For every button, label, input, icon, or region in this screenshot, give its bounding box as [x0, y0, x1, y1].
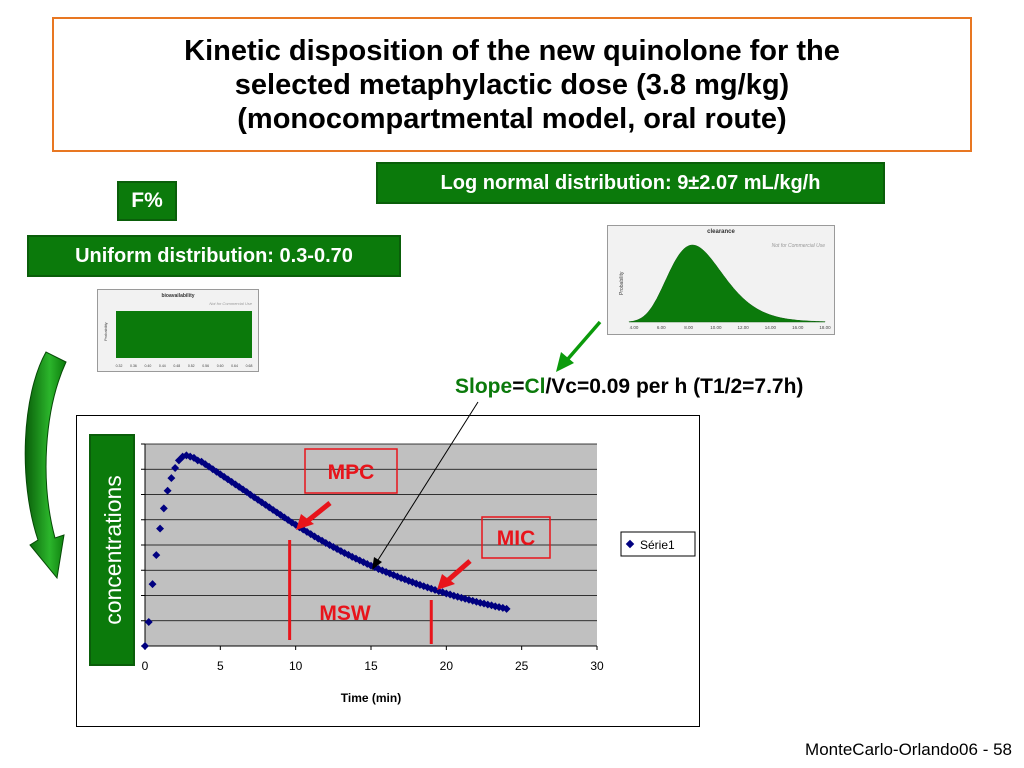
mic-arrow-icon — [444, 559, 472, 584]
uniform-thumb-ylabel: Probability — [103, 322, 108, 341]
uniform-thumb-watermark: Not for Commercial Use — [209, 301, 252, 306]
x-tick-label: 0 — [142, 659, 149, 673]
clearance-thumb-ylabel: Probability — [619, 271, 625, 295]
slide-title-line-3: (monocompartmental model, oral route) — [237, 102, 787, 135]
uniform-thumb-tick: 0.36 — [130, 364, 137, 368]
slide-footer: MonteCarlo-Orlando06 - 58 — [805, 740, 1012, 759]
f-percent-label: F% — [117, 181, 177, 221]
legend-label: Série1 — [640, 538, 675, 552]
x-tick-label: 5 — [217, 659, 224, 673]
x-ticks: 0 5 10 15 20 25 30 — [142, 646, 604, 673]
clearance-thumb-tick: 6.00 — [657, 325, 666, 330]
uniform-thumb-ticks: 0.32 0.36 0.40 0.44 0.48 0.52 0.56 0.60 0.64 0.68 — [116, 364, 253, 368]
slide-title-box: Kinetic disposition of the new quinolone… — [52, 17, 972, 152]
y-ticks — [141, 443, 145, 647]
x-tick-label: 20 — [440, 659, 454, 673]
clearance-thumb-tick: 12.00 — [738, 325, 750, 330]
uniform-thumb-tick: 0.60 — [217, 364, 224, 368]
clearance-curve — [628, 244, 826, 323]
data-point — [159, 504, 168, 513]
x-tick-label: 25 — [515, 659, 529, 673]
slope-word: Slope — [455, 375, 513, 398]
clearance-thumb-tick: 18.00 — [819, 325, 831, 330]
uniform-label: Uniform distribution: 0.3-0.70 — [27, 235, 401, 277]
slope-rest: /Vc=0.09 per h (T1/2=7.7h) — [545, 375, 804, 398]
mpc-box — [304, 448, 398, 494]
slide-title-line-2: selected metaphylactic dose (3.8 mg/kg) — [234, 68, 790, 101]
uniform-thumb-tick: 0.68 — [246, 364, 253, 368]
mpc-arrowhead-icon — [296, 514, 314, 530]
data-point — [163, 486, 172, 495]
clearance-thumb-tick: 10.00 — [710, 325, 722, 330]
uniform-thumb-tick: 0.48 — [173, 364, 180, 368]
data-point — [171, 464, 180, 472]
mic-arrowhead-icon — [437, 574, 455, 590]
uniform-thumb-title: bioavailability — [161, 293, 194, 299]
x-tick-label: 15 — [364, 659, 378, 673]
clearance-arrow-icon — [565, 320, 602, 362]
legend-marker-icon — [625, 539, 635, 549]
uniform-thumb-tick: 0.40 — [144, 364, 151, 368]
x-axis-label: Time (min) — [341, 691, 401, 705]
uniform-thumb-tick: 0.56 — [202, 364, 209, 368]
x-tick-label: 30 — [590, 659, 604, 673]
concentrations-label-box — [89, 434, 135, 666]
gridlines — [145, 443, 597, 622]
slope-equation: Slope=Cl/Vc=0.09 per h (T1/2=7.7h) — [455, 375, 803, 399]
clearance-thumb-tick: 8.00 — [684, 325, 693, 330]
x-tick-label: 10 — [289, 659, 303, 673]
curved-arrow-icon — [24, 351, 67, 580]
uniform-thumb-tick: 0.44 — [159, 364, 166, 368]
slope-arrow-icon — [377, 401, 479, 561]
uniform-thumb-tick: 0.32 — [116, 364, 123, 368]
clearance-arrowhead-icon — [556, 352, 574, 372]
uniform-thumb-bar — [116, 311, 252, 358]
clearance-thumb-watermark: Not for Commercial Use — [772, 243, 826, 249]
uniform-distribution-thumbnail: bioavailability Not for Commercial Use P… — [97, 289, 259, 372]
uniform-thumb-tick: 0.64 — [231, 364, 238, 368]
slope-equals: = — [512, 375, 525, 398]
mpc-arrow-icon — [303, 501, 332, 525]
slide-title-line-1: Kinetic disposition of the new quinolone… — [184, 34, 840, 67]
clearance-thumb-title: clearance — [707, 229, 735, 235]
clearance-thumb-tick: 14.00 — [765, 325, 777, 330]
msw-label: MSW — [319, 602, 371, 625]
mpc-label: MPC — [328, 461, 375, 484]
mic-label: MIC — [497, 527, 536, 550]
clearance-thumb-ticks: 4.00 6.00 8.00 10.00 12.00 14.00 16.00 18.00 — [630, 325, 832, 330]
uniform-thumb-tick: 0.52 — [188, 364, 195, 368]
data-point — [156, 524, 165, 533]
concentrations-label: concentrations — [100, 475, 126, 625]
clearance-thumb-tick: 4.00 — [630, 325, 639, 330]
data-point — [167, 474, 176, 483]
slope-cl: Cl — [524, 375, 546, 398]
clearance-distribution-thumbnail: clearance Not for Commercial Use Probabi… — [607, 225, 835, 335]
clearance-thumb-tick: 16.00 — [792, 325, 804, 330]
slope-arrowhead-icon — [372, 557, 382, 570]
lognormal-label: Log normal distribution: 9±2.07 mL/kg/h — [376, 162, 885, 204]
mic-box — [481, 516, 551, 559]
